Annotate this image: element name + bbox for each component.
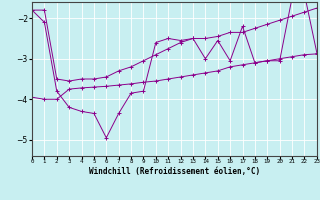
X-axis label: Windchill (Refroidissement éolien,°C): Windchill (Refroidissement éolien,°C): [89, 167, 260, 176]
